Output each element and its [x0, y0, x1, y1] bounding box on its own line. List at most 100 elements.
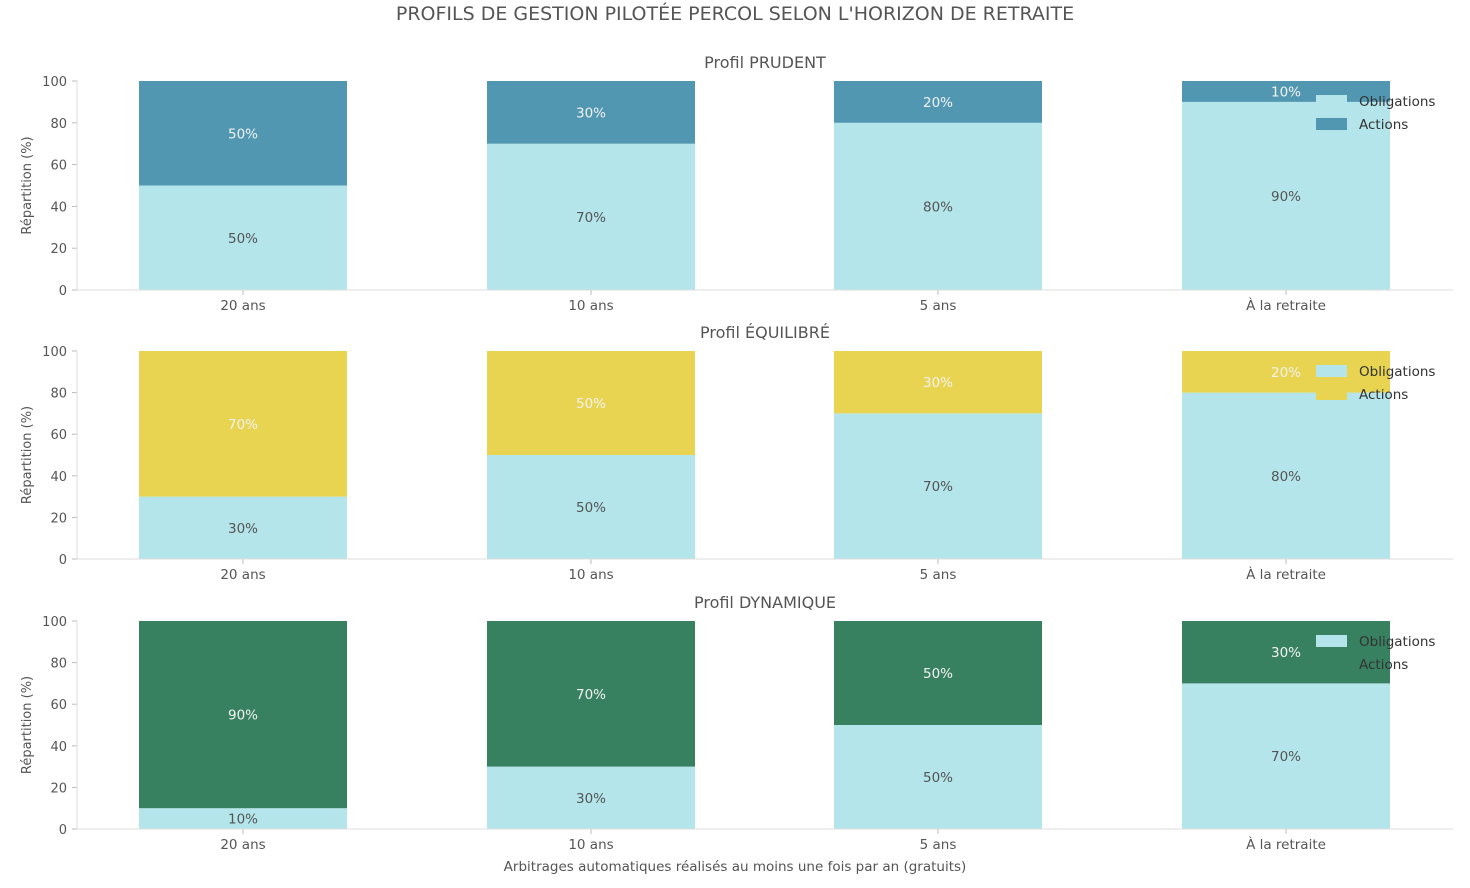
data-label: 30%	[923, 375, 953, 391]
y-axis-label: Répartition (%)	[20, 136, 35, 234]
chart-title: PROFILS DE GESTION PILOTÉE PERCOL SELON …	[396, 2, 1074, 25]
x-tick-label: 20 ans	[220, 837, 265, 853]
x-axis-label: Arbitrages automatiques réalisés au moin…	[504, 859, 967, 875]
data-label: 70%	[576, 687, 606, 703]
x-tick-label: À la retraite	[1246, 836, 1326, 853]
x-tick-label: 20 ans	[220, 567, 265, 583]
y-tick-label: 40	[50, 200, 67, 215]
x-tick-label: 10 ans	[568, 837, 613, 853]
bar-actions	[1182, 621, 1390, 684]
y-tick-label: 80	[50, 117, 67, 132]
data-label: 70%	[228, 417, 258, 433]
x-tick-label: 5 ans	[920, 298, 957, 314]
data-label: 10%	[1271, 84, 1301, 100]
bar-obligations	[1182, 392, 1390, 559]
x-tick-label: 5 ans	[920, 567, 957, 583]
y-tick-label: 20	[50, 511, 67, 526]
legend-swatch-actions	[1316, 388, 1347, 400]
y-tick-label: 100	[42, 615, 67, 630]
y-tick-label: 20	[50, 781, 67, 796]
x-tick-label: 10 ans	[568, 567, 613, 583]
y-tick-label: 40	[50, 740, 67, 755]
y-tick-label: 60	[50, 698, 67, 713]
bar-actions	[139, 351, 347, 497]
bar-obligations	[487, 766, 695, 829]
bar-actions	[834, 621, 1042, 725]
bar-obligations	[487, 143, 695, 290]
data-label: 10%	[228, 812, 258, 828]
legend: Obligations Actions	[1316, 94, 1435, 133]
bar-actions	[487, 81, 695, 144]
panel-title: Profil PRUDENT	[704, 53, 826, 72]
x-tick-label: 5 ans	[920, 837, 957, 853]
legend-swatch-actions	[1316, 118, 1347, 130]
data-label: 70%	[923, 479, 953, 495]
x-tick-label: À la retraite	[1246, 297, 1326, 314]
data-label: 70%	[1271, 749, 1301, 765]
data-label: 80%	[923, 199, 953, 215]
y-tick-label: 80	[50, 657, 67, 672]
bar-obligations	[1182, 683, 1390, 829]
bar-obligations	[834, 122, 1042, 290]
bar-obligations	[487, 455, 695, 559]
legend-label-actions: Actions	[1359, 387, 1408, 403]
panel-title: Profil ÉQUILIBRÉ	[700, 323, 830, 342]
bar-obligations	[1182, 101, 1390, 291]
legend: Obligations Actions	[1316, 364, 1435, 403]
data-label: 30%	[1271, 645, 1301, 661]
data-label: 50%	[228, 126, 258, 142]
legend-label-obligations: Obligations	[1359, 94, 1435, 110]
y-axis-label: Répartition (%)	[20, 406, 35, 504]
y-tick-label: 60	[50, 159, 67, 174]
legend-swatch-obligations	[1316, 95, 1347, 107]
y-tick-label: 0	[59, 553, 67, 568]
data-label: 30%	[576, 105, 606, 121]
bar-obligations	[139, 185, 347, 290]
y-tick-label: 20	[50, 242, 67, 257]
y-axis-label: Répartition (%)	[20, 676, 35, 774]
y-tick-label: 0	[59, 823, 67, 838]
data-label: 50%	[576, 396, 606, 412]
bar-obligations	[834, 413, 1042, 559]
data-label: 50%	[923, 770, 953, 786]
legend: Obligations Actions	[1316, 634, 1435, 673]
panel-1: Profil PRUDENT Répartition (%) 0 20 40 60 80 10…	[20, 53, 1453, 314]
data-label: 70%	[576, 210, 606, 226]
bar-actions	[834, 81, 1042, 123]
y-tick-label: 80	[50, 387, 67, 402]
x-tick-label: À la retraite	[1246, 566, 1326, 583]
data-label: 50%	[228, 231, 258, 247]
data-label: 90%	[1271, 189, 1301, 205]
panel-3: Profil DYNAMIQUE Répartition (%) 0 20 40 60 80…	[20, 593, 1453, 853]
data-label: 50%	[576, 500, 606, 516]
x-tick-label: 20 ans	[220, 298, 265, 314]
data-label: 90%	[228, 708, 258, 724]
data-label: 80%	[1271, 469, 1301, 485]
data-label: 30%	[228, 521, 258, 537]
bar-obligations	[139, 496, 347, 559]
y-tick-label: 40	[50, 470, 67, 485]
panel-title: Profil DYNAMIQUE	[694, 593, 836, 612]
panel-2: Profil ÉQUILIBRÉ Répartition (%) 0 20 40 60 80…	[20, 323, 1453, 583]
legend-swatch-obligations	[1316, 635, 1347, 647]
legend-label-obligations: Obligations	[1359, 364, 1435, 380]
y-tick-label: 60	[50, 428, 67, 443]
bar-obligations	[834, 725, 1042, 829]
bar-actions	[487, 621, 695, 767]
data-label: 20%	[1271, 365, 1301, 381]
y-tick-label: 100	[42, 345, 67, 360]
bar-actions	[1182, 351, 1390, 393]
bar-actions	[487, 351, 695, 455]
data-label: 20%	[923, 95, 953, 111]
panels: Profil PRUDENT Répartition (%) 0 20 40 60 80 10…	[20, 53, 1453, 853]
y-tick-label: 0	[59, 284, 67, 299]
x-tick-label: 10 ans	[568, 298, 613, 314]
bar-obligations	[139, 808, 347, 829]
y-tick-label: 100	[42, 75, 67, 90]
data-label: 50%	[923, 666, 953, 682]
legend-swatch-obligations	[1316, 365, 1347, 377]
bar-actions	[834, 351, 1042, 414]
data-label: 30%	[576, 791, 606, 807]
